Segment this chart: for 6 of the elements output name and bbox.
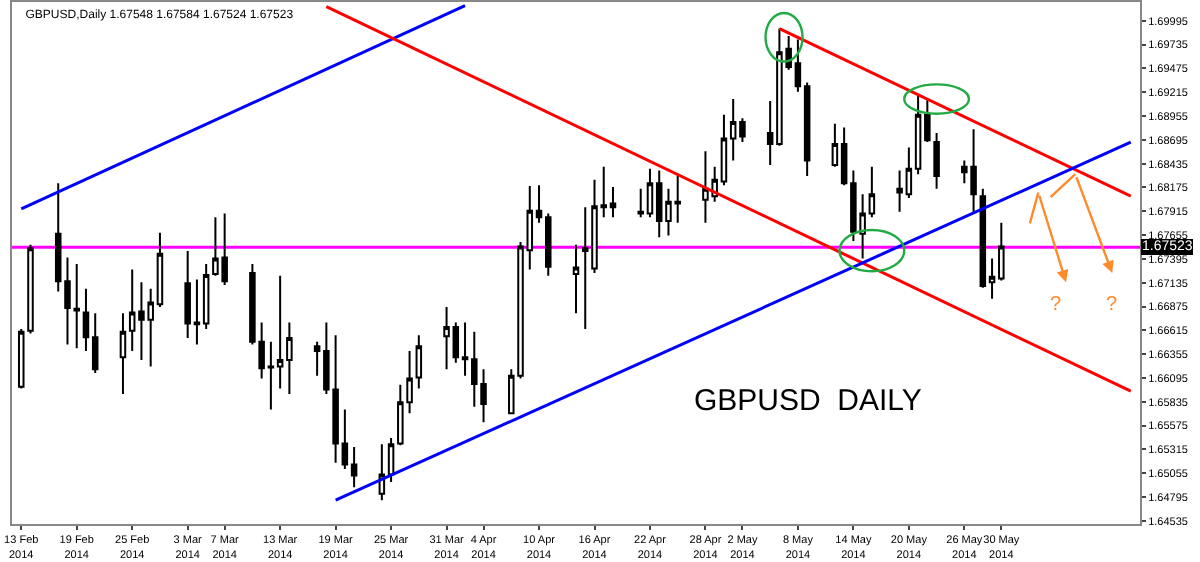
annotation: ? bbox=[1106, 294, 1118, 316]
annotation: ? bbox=[1050, 294, 1062, 316]
candlestick bbox=[933, 131, 940, 190]
candlestick bbox=[572, 243, 580, 315]
candlestick bbox=[378, 443, 386, 502]
annotation: GBPUSD DAILY bbox=[694, 384, 922, 418]
